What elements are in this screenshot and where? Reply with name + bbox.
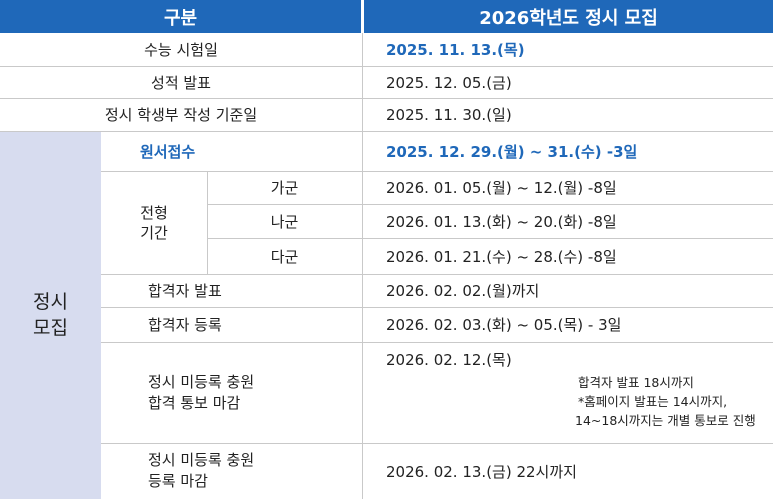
record-date-value: 2025. 11. 30.(일) [386, 106, 512, 124]
final-label: 정시 미등록 충원 등록 마감 [148, 451, 255, 490]
header-category-label: 구분 [163, 7, 198, 29]
apply-label: 원서접수 [140, 142, 196, 161]
row-divider [0, 98, 773, 99]
notify-note-line: *홈페이지 발표는 14시까지, [578, 394, 728, 409]
exam-date-label: 수능 시험일 [144, 41, 218, 59]
register-value: 2026. 02. 03.(화) ~ 05.(목) - 3일 [386, 316, 622, 334]
header-title: 2026학년도 정시 모집 [364, 0, 773, 33]
header-title-label: 2026학년도 정시 모집 [479, 7, 658, 29]
score-date-label: 성적 발표 [151, 73, 211, 92]
row-divider [101, 171, 773, 172]
notify-note-line: 합격자 발표 18시까지 [578, 375, 694, 390]
period-label: 전형 기간 [140, 203, 168, 242]
period-ga-value: 2026. 01. 05.(월) ~ 12.(월) -8일 [386, 179, 617, 197]
row-divider [207, 204, 773, 205]
register-label: 합격자 등록 [148, 316, 222, 334]
row-divider [207, 238, 773, 239]
header-category: 구분 [0, 0, 361, 33]
row-divider [0, 131, 773, 132]
period-na-label: 나군 [270, 212, 299, 231]
row-divider [101, 274, 773, 275]
notify-value: 2026. 02. 12.(목) [386, 350, 512, 369]
row-divider [0, 66, 773, 67]
final-value: 2026. 02. 13.(금) 22시까지 [386, 462, 577, 481]
notify-note: 합격자 발표 18시까지 *홈페이지 발표는 14시까지, 14~18시까지는 … [575, 373, 773, 430]
score-date-value: 2025. 12. 05.(금) [386, 73, 512, 92]
group-sidebar [0, 131, 101, 499]
row-divider [101, 443, 773, 444]
column-divider [207, 171, 208, 274]
column-divider [362, 33, 363, 499]
period-ga-label: 가군 [270, 179, 299, 197]
row-divider [101, 342, 773, 343]
notify-note-line: 14~18시까지는 개별 통보로 진행 [575, 413, 756, 428]
notify-label: 정시 미등록 충원 합격 통보 마감 [148, 372, 255, 412]
group-label: 정시 모집 [33, 291, 68, 339]
exam-date-value: 2025. 11. 13.(목) [386, 41, 525, 59]
period-na-value: 2026. 01. 13.(화) ~ 20.(화) -8일 [386, 212, 617, 231]
period-da-value: 2026. 01. 21.(수) ~ 28.(수) -8일 [386, 247, 617, 266]
announce-label: 합격자 발표 [148, 282, 222, 300]
apply-value: 2025. 12. 29.(월) ~ 31.(수) -3일 [386, 142, 638, 161]
announce-value: 2026. 02. 02.(월)까지 [386, 282, 540, 300]
record-date-label: 정시 학생부 작성 기준일 [104, 106, 258, 124]
row-divider [101, 307, 773, 308]
period-da-label: 다군 [270, 247, 299, 266]
